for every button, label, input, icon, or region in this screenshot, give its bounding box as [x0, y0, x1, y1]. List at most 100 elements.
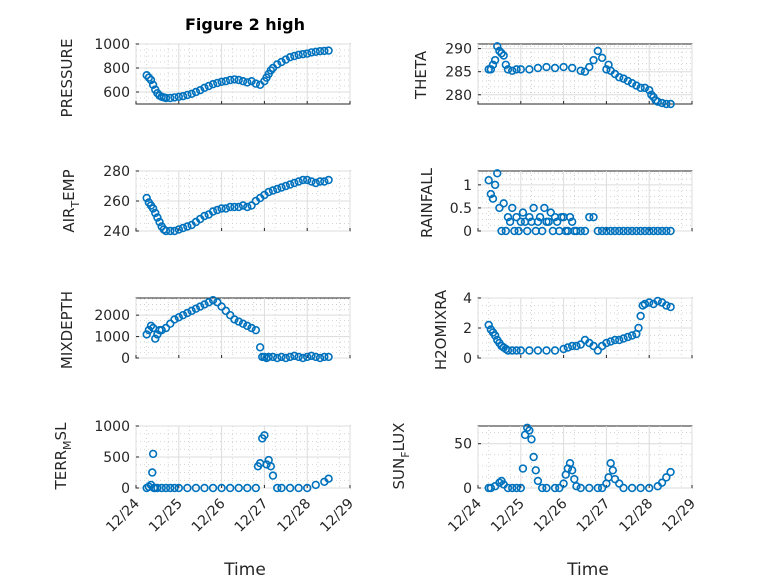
xtick-label: 12/26 [531, 496, 571, 536]
data-point [148, 449, 158, 459]
data-point [537, 483, 547, 493]
data-point [623, 226, 632, 236]
data-point [144, 325, 154, 335]
data-point [273, 353, 282, 363]
data-point [146, 321, 156, 331]
ytick-label: 280 [445, 88, 472, 104]
data-point [303, 483, 312, 493]
ytick-label: 4 [463, 291, 472, 307]
data-point [166, 319, 175, 328]
xlabel-right: Time [566, 560, 609, 580]
ytick-label: 0 [463, 481, 472, 497]
data-point [161, 226, 171, 236]
data-point [320, 352, 329, 362]
data-point [529, 203, 538, 213]
data-point [662, 99, 671, 109]
data-point [268, 352, 278, 362]
data-point [298, 175, 308, 185]
data-point [576, 483, 585, 493]
data-point [529, 452, 538, 462]
data-point [157, 325, 166, 335]
data-point [268, 471, 278, 480]
data-point [662, 301, 671, 310]
data-point [238, 201, 248, 210]
data-point [255, 343, 265, 352]
data-point [225, 483, 235, 493]
data-point [572, 226, 581, 236]
ylabel-terr-msl-main: TERR [52, 450, 70, 491]
data-point [493, 169, 502, 178]
data-point [619, 483, 628, 493]
data-point [142, 193, 151, 203]
data-point [294, 50, 303, 59]
data-point [503, 212, 513, 222]
ytick-label: 285 [445, 65, 472, 81]
data-point [148, 468, 157, 477]
data-point [619, 226, 628, 236]
ylabel-sun-flux-rest: LUX [390, 423, 408, 452]
data-point [294, 352, 303, 362]
data-point [533, 346, 543, 355]
data-point [567, 466, 577, 475]
data-point [221, 76, 231, 86]
ylabel-sun-flux-sub: F [399, 451, 412, 457]
data-point [324, 46, 333, 55]
data-point [486, 483, 496, 493]
data-point [636, 311, 645, 321]
data-point [225, 310, 235, 320]
data-point [187, 306, 196, 316]
data-point [234, 75, 243, 85]
data-point [589, 212, 598, 222]
data-point [580, 67, 590, 76]
data-point [151, 208, 160, 218]
data-point [208, 79, 218, 89]
subplot-grid: 600800100028028529024026028000.510100020… [94, 37, 699, 536]
data-point [644, 483, 654, 493]
data-point [200, 483, 209, 493]
data-point [161, 323, 171, 333]
data-point [311, 352, 320, 362]
data-point [606, 337, 615, 346]
data-point [657, 98, 667, 108]
data-point [593, 346, 603, 355]
data-point [488, 194, 498, 203]
data-point [495, 478, 504, 487]
data-point [490, 331, 500, 340]
data-point [508, 66, 517, 75]
data-point [512, 65, 521, 74]
xtick-label: 12/27 [574, 496, 614, 536]
data-point [597, 483, 607, 493]
subplot-h2omixra: 0 2 4 [463, 291, 693, 367]
data-point [593, 226, 603, 236]
data-point [281, 353, 290, 363]
ytick-label: 0 [463, 351, 472, 367]
data-point [277, 183, 286, 192]
ytick-label: 0 [463, 224, 472, 240]
ylabel-sun-flux: SUNFLUX [390, 423, 412, 490]
data-point [632, 81, 641, 90]
data-point [221, 306, 231, 316]
data-point [572, 341, 581, 351]
data-point [657, 226, 667, 236]
ytick-label: 0 [121, 351, 130, 367]
data-point [580, 226, 590, 236]
data-point [204, 298, 213, 307]
data-point [567, 341, 577, 351]
data-point [183, 222, 192, 231]
data-point [303, 352, 312, 362]
data-point [508, 346, 517, 355]
data-point [324, 175, 333, 185]
data-point [247, 323, 256, 333]
data-point [525, 65, 534, 74]
data-point [559, 344, 568, 354]
data-point [606, 459, 615, 468]
data-point [552, 217, 562, 226]
ylabel-terr-msl: TERRMSL [52, 422, 74, 491]
data-point [307, 177, 316, 186]
data-point [290, 178, 299, 188]
data-point [525, 346, 534, 355]
data-point [666, 302, 675, 312]
data-point [559, 62, 568, 72]
data-point [178, 223, 188, 233]
